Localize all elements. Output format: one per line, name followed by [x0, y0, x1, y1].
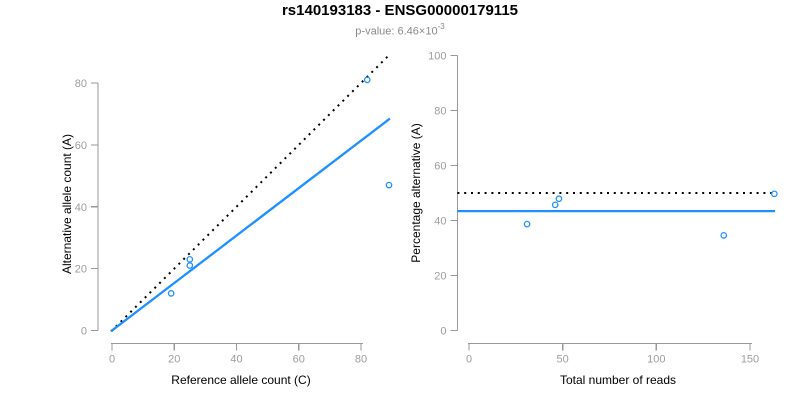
x-tick-label: 50 [557, 354, 569, 366]
x-axis-title: Reference allele count (C) [171, 373, 310, 387]
y-tick-label: 100 [428, 51, 446, 63]
data-point [167, 290, 175, 297]
y-tick-label: 40 [75, 202, 87, 214]
fit-line [110, 117, 391, 333]
x-tick-label: 0 [109, 354, 115, 366]
y-tick-label: 80 [434, 106, 446, 118]
y-tick-label: 40 [434, 216, 446, 228]
x-tick-label: 20 [168, 354, 180, 366]
data-point [555, 195, 563, 203]
x-axis-title: Total number of reads [560, 373, 676, 387]
y-tick-label: 80 [75, 78, 87, 90]
x-tick-label: 100 [647, 354, 665, 366]
y-tick-label: 0 [440, 326, 446, 338]
data-point [186, 255, 194, 263]
x-tick-label: 80 [355, 354, 367, 366]
data-point [186, 262, 194, 269]
x-tick-label: 150 [741, 354, 759, 366]
x-tick-label: 0 [466, 354, 472, 366]
y-tick-label: 0 [81, 326, 87, 338]
data-point [771, 190, 778, 198]
y-tick-label: 20 [434, 271, 446, 283]
data-point [720, 232, 728, 239]
figure-title: rs140193183 - ENSG00000179115 [281, 2, 519, 19]
figure-subtitle: p-value: 6.46×10-3 [0, 21, 800, 39]
x-tick-label: 40 [230, 354, 242, 366]
p-value-text: p-value: 6.46×10 [355, 25, 438, 38]
data-point [385, 181, 393, 189]
data-point [551, 201, 559, 209]
y-tick-label: 60 [75, 140, 87, 152]
x-tick-label: 60 [293, 354, 305, 366]
y-axis-title: Alternative allele count (A) [60, 134, 74, 274]
identity-line [110, 53, 391, 333]
data-point [523, 220, 531, 228]
data-point [363, 76, 371, 84]
y-tick-label: 60 [434, 161, 446, 173]
p-value-exponent: -3 [437, 22, 445, 31]
y-axis-title: Percentage alternative (A) [409, 123, 423, 262]
y-tick-label: 20 [75, 264, 87, 276]
